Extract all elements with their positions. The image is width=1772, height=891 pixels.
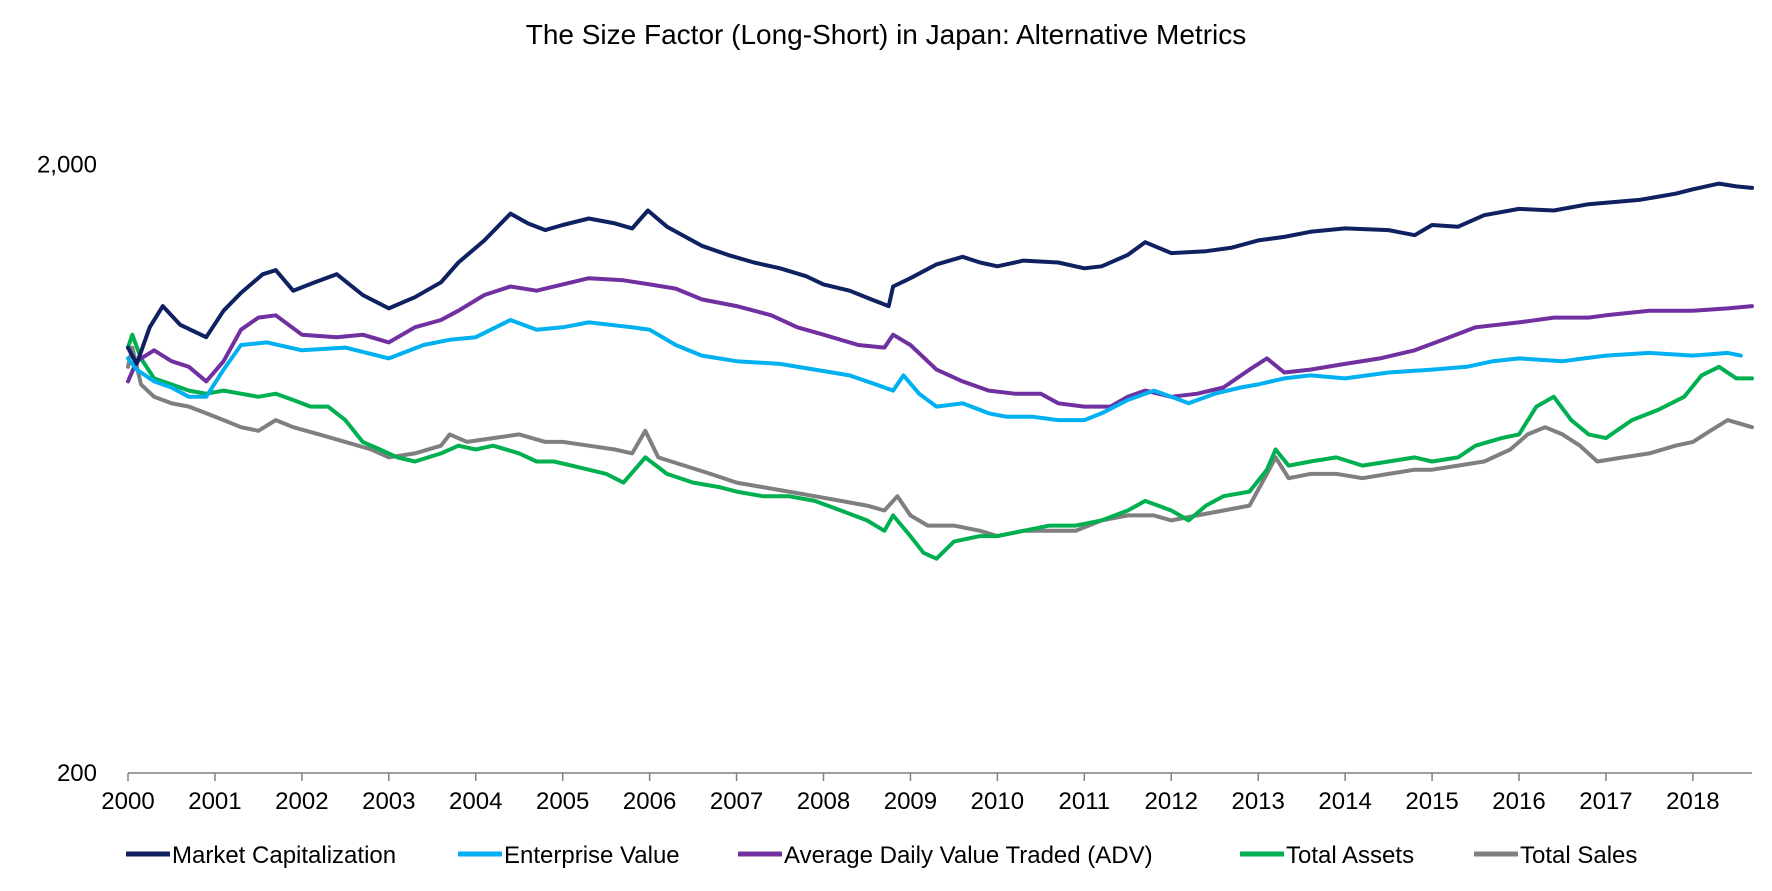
x-tick-label: 2005 xyxy=(536,788,589,815)
legend-label: Market Capitalization xyxy=(172,842,396,869)
x-tick-label: 2017 xyxy=(1579,788,1632,815)
x-tick-label: 2014 xyxy=(1318,788,1371,815)
x-tick-label: 2008 xyxy=(797,788,850,815)
plot-area xyxy=(126,181,1754,561)
x-tick-label: 2004 xyxy=(449,788,502,815)
series-line-total-sales xyxy=(126,345,1754,539)
x-tick-label: 2007 xyxy=(710,788,763,815)
legend: Market Capitalization Enterprise Value Ave… xyxy=(126,842,1637,869)
y-axis: 200 2,000 xyxy=(37,151,97,787)
x-tick-label: 2002 xyxy=(275,788,328,815)
series-line-average-daily-value-traded-adv xyxy=(126,276,1754,409)
x-tick-label: 2018 xyxy=(1666,788,1719,815)
legend-item-enterprise-value: Enterprise Value xyxy=(458,842,680,869)
x-tick-label: 2012 xyxy=(1145,788,1198,815)
legend-label: Average Daily Value Traded (ADV) xyxy=(784,842,1153,869)
legend-item-total-sales: Total Sales xyxy=(1474,842,1637,869)
x-tick-label: 2015 xyxy=(1405,788,1458,815)
legend-item-average-daily-value-traded-adv: Average Daily Value Traded (ADV) xyxy=(738,842,1153,869)
legend-item-market-capitalization: Market Capitalization xyxy=(126,842,396,869)
x-tick-label: 2003 xyxy=(362,788,415,815)
x-tick-label: 2000 xyxy=(101,788,154,815)
x-tick-label: 2013 xyxy=(1231,788,1284,815)
x-axis: 2000 2001 2002 2003 2004 2005 2006 2007 2008 2009… xyxy=(101,772,1752,815)
legend-item-total-assets: Total Assets xyxy=(1240,842,1414,869)
legend-label: Enterprise Value xyxy=(504,842,680,869)
x-tick-label: 2010 xyxy=(971,788,1024,815)
x-tick-label: 2011 xyxy=(1059,788,1111,815)
x-tick-label: 2016 xyxy=(1492,788,1545,815)
legend-label: Total Assets xyxy=(1286,842,1414,869)
x-tick-label: 2001 xyxy=(188,788,241,815)
legend-label: Total Sales xyxy=(1520,842,1637,869)
x-tick-label: 2009 xyxy=(884,788,937,815)
chart-title: The Size Factor (Long-Short) in Japan: A… xyxy=(526,19,1247,50)
series-line-enterprise-value xyxy=(126,318,1743,423)
y-tick-label: 200 xyxy=(57,760,97,787)
y-tick-label: 2,000 xyxy=(37,151,97,178)
x-tick-label: 2006 xyxy=(623,788,676,815)
series-line-total-assets xyxy=(126,332,1754,561)
series-line-market-capitalization xyxy=(126,181,1754,366)
